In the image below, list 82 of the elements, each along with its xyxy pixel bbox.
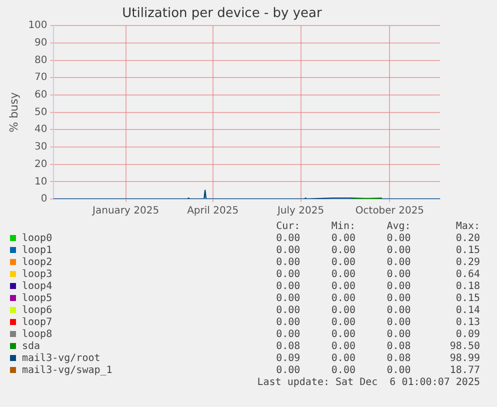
text: 0.00 [386,280,411,292]
text: 0.00 [386,268,411,280]
text: 0.00 [275,316,300,328]
y-axis-title: % busy [7,92,20,132]
legend-label: loop2 [21,256,54,268]
text: Avg: [386,220,411,232]
text: Min: [330,220,356,232]
chart-title: Utilization per device - by year [122,6,323,22]
text: 0.09 [454,328,480,340]
text: 0.00 [330,352,356,364]
y-tick-label: 20 [34,158,48,170]
text: 0.00 [386,256,411,268]
y-tick-label: 10 [34,176,48,188]
text: 0.00 [275,256,300,268]
text: 0.18 [454,280,480,292]
y-tick-label: 50 [34,106,48,118]
text: 0.00 [330,316,356,328]
text: 0.00 [330,304,356,316]
text: 0.29 [454,256,480,268]
legend-label: mail3-vg/root [21,352,102,364]
text: 0.00 [275,280,300,292]
y-tick-label: 60 [34,90,48,101]
text: 0.00 [386,304,411,316]
text: 0.00 [330,340,356,352]
legend-label: loop6 [21,304,54,316]
x-tick-label: January 2025 [92,206,160,217]
text: 98.99 [448,352,480,364]
text: 0.08 [386,340,411,352]
text: 0.00 [275,268,300,280]
text: 0.00 [330,328,356,340]
y-tick-label: 100 [28,20,48,32]
y-tick-label: 90 [34,38,48,49]
text: Cur: [275,220,300,232]
text: 0.00 [330,292,356,304]
text: 0.00 [330,244,356,256]
text: 0.00 [386,364,411,376]
legend-label: loop3 [21,268,54,280]
text: 98.50 [448,340,480,352]
text: 0.14 [454,304,480,316]
text: 0.00 [386,244,411,256]
y-tick-label: 40 [34,124,48,136]
text: 0.00 [386,316,411,328]
text: 0.00 [275,328,300,340]
y-tick-label: 0 [40,194,48,205]
legend-label: mail3-vg/swap_1 [21,364,114,376]
text: 0.00 [386,292,411,304]
text: 0.00 [275,304,300,316]
text: 0.00 [275,244,300,256]
text: 0.00 [386,232,411,244]
text: 0.00 [330,280,356,292]
text: 0.00 [330,364,356,376]
text: 0.00 [330,268,356,280]
text: 0.09 [275,352,300,364]
text: 0.00 [275,364,300,376]
text: 0.00 [275,232,300,244]
text: 0.00 [386,328,411,340]
legend-label: loop8 [21,328,54,340]
y-tick-label: 80 [34,54,48,66]
y-tick-label: 30 [34,142,48,153]
text: Max: [454,220,480,232]
x-tick-label: April 2025 [187,206,239,217]
text: 0.00 [275,292,300,304]
legend-label: loop1 [21,244,54,256]
text: 0.15 [454,244,480,256]
legend-label: loop0 [21,232,54,244]
text: 0.13 [454,316,480,328]
text: 0.08 [386,352,411,364]
legend-label: loop5 [21,292,54,304]
legend-label: loop7 [21,316,54,328]
text: 0.00 [330,256,356,268]
text: 0.08 [275,340,300,352]
text: 0.64 [454,268,480,280]
text: 0.20 [454,232,480,244]
text: 0.15 [454,292,480,304]
y-tick-label: 70 [34,72,48,84]
legend-label: sda [21,340,42,352]
legend-label: loop4 [21,280,54,292]
text: Last update: Sat Dec 6 01:00:07 2025 [256,376,480,388]
text: 18.77 [448,364,480,376]
x-tick-label: October 2025 [355,206,424,217]
x-tick-label: July 2025 [276,206,324,217]
text: 0.00 [330,232,356,244]
